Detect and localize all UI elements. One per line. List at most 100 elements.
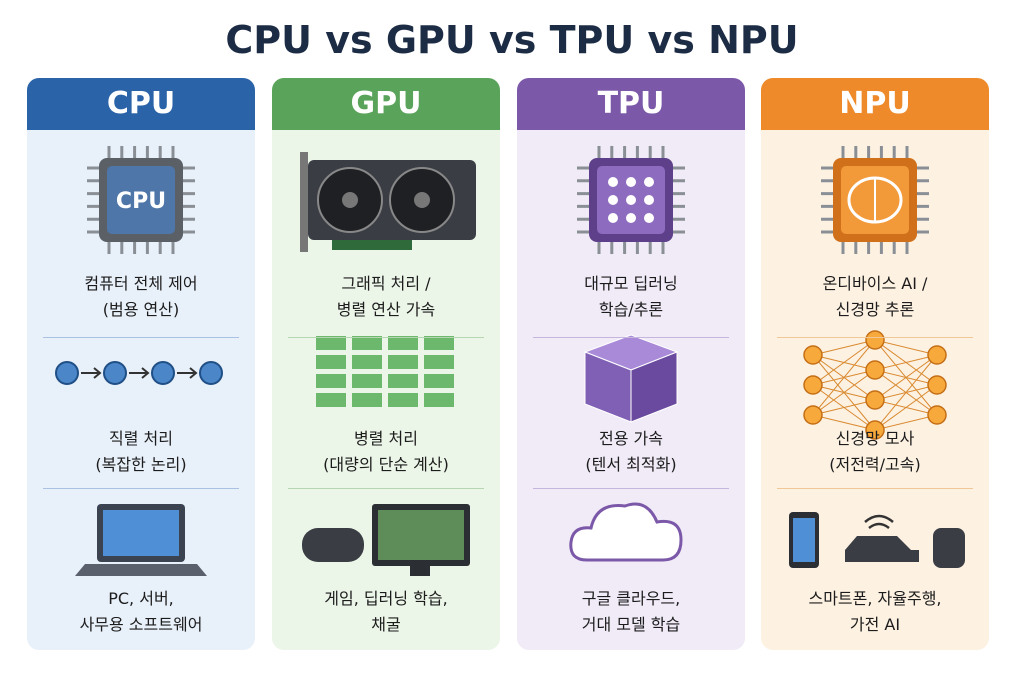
description-line: (대량의 단순 계산): [323, 455, 449, 474]
chip-core: [107, 166, 175, 234]
description: PC, 서버, 사무용 소프트웨어: [27, 586, 255, 638]
description: 전용 가속 (텐서 최적화): [517, 426, 745, 478]
process-arrow: [177, 367, 198, 379]
processor-column: NPU 온디바이스 AI / 신경망 추론 신경망 모사 (저전력/고속) 스마트폰, 자…: [761, 78, 989, 650]
gamepad: [302, 528, 364, 562]
description-line: (범용 연산): [102, 300, 180, 319]
parallel-block: [388, 374, 418, 388]
tpu-dot: [644, 213, 654, 223]
nn-node: [803, 375, 823, 395]
description-line: 대규모 딥러닝: [584, 274, 678, 293]
process-node: [151, 361, 175, 385]
parallel-block: [316, 336, 346, 350]
description-line: 병렬 연산 가속: [336, 300, 436, 319]
divider: [777, 337, 973, 338]
nn-node: [927, 405, 947, 425]
divider: [288, 488, 484, 489]
nn-edge: [874, 354, 938, 401]
process-node: [55, 361, 79, 385]
nn-edge: [874, 384, 938, 431]
nn-node: [865, 420, 885, 440]
description: 게임, 딥러닝 학습, 채굴: [272, 586, 500, 638]
description-line: 채굴: [371, 615, 401, 634]
parallel-block: [352, 393, 382, 407]
description-line: 컴퓨터 전체 제어: [84, 274, 198, 293]
column-header: TPU: [517, 78, 745, 130]
nn-edge: [812, 369, 876, 416]
nn-edge: [874, 354, 938, 371]
description-line: PC, 서버,: [108, 589, 174, 608]
parallel-block: [352, 336, 382, 350]
column-header: GPU: [272, 78, 500, 130]
parallel-block: [424, 374, 454, 388]
nn-node: [803, 405, 823, 425]
parallel-block: [316, 355, 346, 369]
tpu-dot: [626, 213, 636, 223]
description: 직렬 처리 (복잡한 논리): [27, 426, 255, 478]
description-line: 구글 클라우드,: [581, 589, 681, 608]
parallel-block: [388, 336, 418, 350]
parallel-block: [352, 374, 382, 388]
description: 구글 클라우드, 거대 모델 학습: [517, 586, 745, 638]
tpu-dot: [644, 177, 654, 187]
description-line: 학습/추론: [598, 300, 664, 319]
parallel-block: [388, 393, 418, 407]
parallel-block: [388, 355, 418, 369]
nn-node: [803, 345, 823, 365]
parallel-block: [316, 393, 346, 407]
nn-edge: [874, 354, 938, 431]
nn-edge: [812, 339, 876, 386]
description: 스마트폰, 자율주행, 가전 AI: [761, 586, 989, 638]
icons: CPU: [55, 146, 223, 576]
column-header: CPU: [27, 78, 255, 130]
processor-column: CPU CPU 컴퓨터 전체 제어 (범용 연산) 직렬 처리 (복잡한 논리) PC, 서…: [27, 78, 255, 650]
description-line: 병렬 처리: [354, 429, 418, 448]
column-header: NPU: [761, 78, 989, 130]
tpu-dot: [626, 195, 636, 205]
divider: [288, 337, 484, 338]
tpu-dot: [626, 177, 636, 187]
description-line: 게임, 딥러닝 학습,: [324, 589, 448, 608]
process-node: [199, 361, 223, 385]
description-line: 사무용 소프트웨어: [79, 615, 203, 634]
description-line: 가전 AI: [849, 615, 901, 634]
chip-label: CPU: [116, 189, 166, 214]
gpu-pcb: [332, 240, 412, 250]
description: 온디바이스 AI / 신경망 추론: [761, 271, 989, 323]
process-arrow: [129, 367, 150, 379]
tpu-dot: [608, 213, 618, 223]
phone-screen: [793, 518, 815, 562]
gpu-bracket: [300, 152, 308, 252]
speaker: [933, 528, 965, 568]
description-line: 직렬 처리: [109, 429, 173, 448]
description-line: (저전력/고속): [829, 455, 921, 474]
divider: [43, 337, 239, 338]
processor-column: GPU 그래픽 처리 / 병렬 연산 가속 병렬 처리 (대량의 단순 계산) 게임, 딥…: [272, 78, 500, 650]
tpu-dot: [608, 177, 618, 187]
car: [845, 536, 919, 562]
page-title: CPU vs GPU vs TPU vs NPU: [225, 18, 799, 62]
nn-edge: [874, 414, 938, 431]
nn-edge: [812, 399, 876, 416]
tpu-dot: [608, 195, 618, 205]
divider: [43, 488, 239, 489]
description-line: 전용 가속: [599, 429, 663, 448]
icons: [300, 152, 476, 576]
nn-node: [865, 330, 885, 350]
nn-node: [865, 360, 885, 380]
nn-node: [865, 390, 885, 410]
gpu-fan-hub: [342, 192, 358, 208]
nn-edge: [812, 414, 876, 431]
monitor-screen: [378, 510, 464, 560]
parallel-block: [352, 355, 382, 369]
nn-edge: [812, 339, 876, 356]
icons: [789, 146, 965, 568]
description-line: 신경망 추론: [835, 300, 915, 319]
description: 컴퓨터 전체 제어 (범용 연산): [27, 271, 255, 323]
description-line: (텐서 최적화): [585, 455, 677, 474]
description: 병렬 처리 (대량의 단순 계산): [272, 426, 500, 478]
process-arrow: [81, 367, 102, 379]
